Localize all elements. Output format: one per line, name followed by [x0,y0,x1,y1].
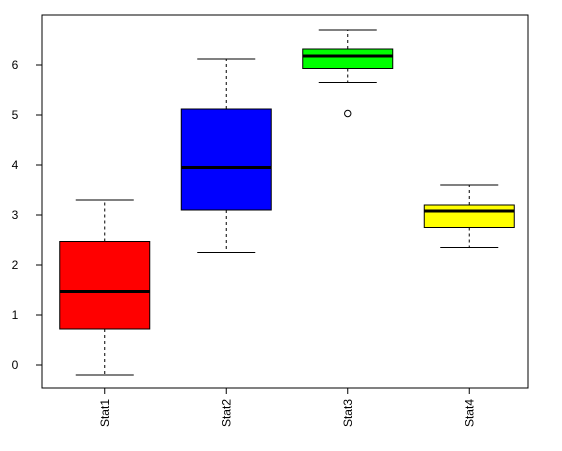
y-tick-label-6: 6 [12,58,19,72]
plot-frame [41,14,529,389]
box-stat4 [423,184,515,248]
outlier-point-0 [344,109,352,118]
box-body [423,204,515,228]
x-tick-label-1: Stat2 [219,399,233,427]
y-tick-label-0: 0 [12,358,19,372]
y-tick-label-3: 3 [12,208,19,222]
box-stat3 [302,29,394,118]
x-tick-label-3: Stat4 [462,399,476,427]
box-stat1 [59,199,151,376]
x-tick-label-2: Stat3 [341,399,355,427]
y-tick-label-1: 1 [12,308,19,322]
boxes [59,29,515,376]
y-tick-label-5: 5 [12,108,19,122]
y-axis: 0 1 2 3 4 5 6 [12,58,42,372]
x-axis: Stat1 Stat2 Stat3 Stat4 [98,388,476,427]
y-tick-label-2: 2 [12,258,19,272]
box-body [180,108,272,211]
box-body [302,48,394,69]
box-body [59,241,151,330]
x-tick-label-0: Stat1 [98,399,112,427]
box-stat2 [180,58,272,253]
y-tick-label-4: 4 [12,158,19,172]
